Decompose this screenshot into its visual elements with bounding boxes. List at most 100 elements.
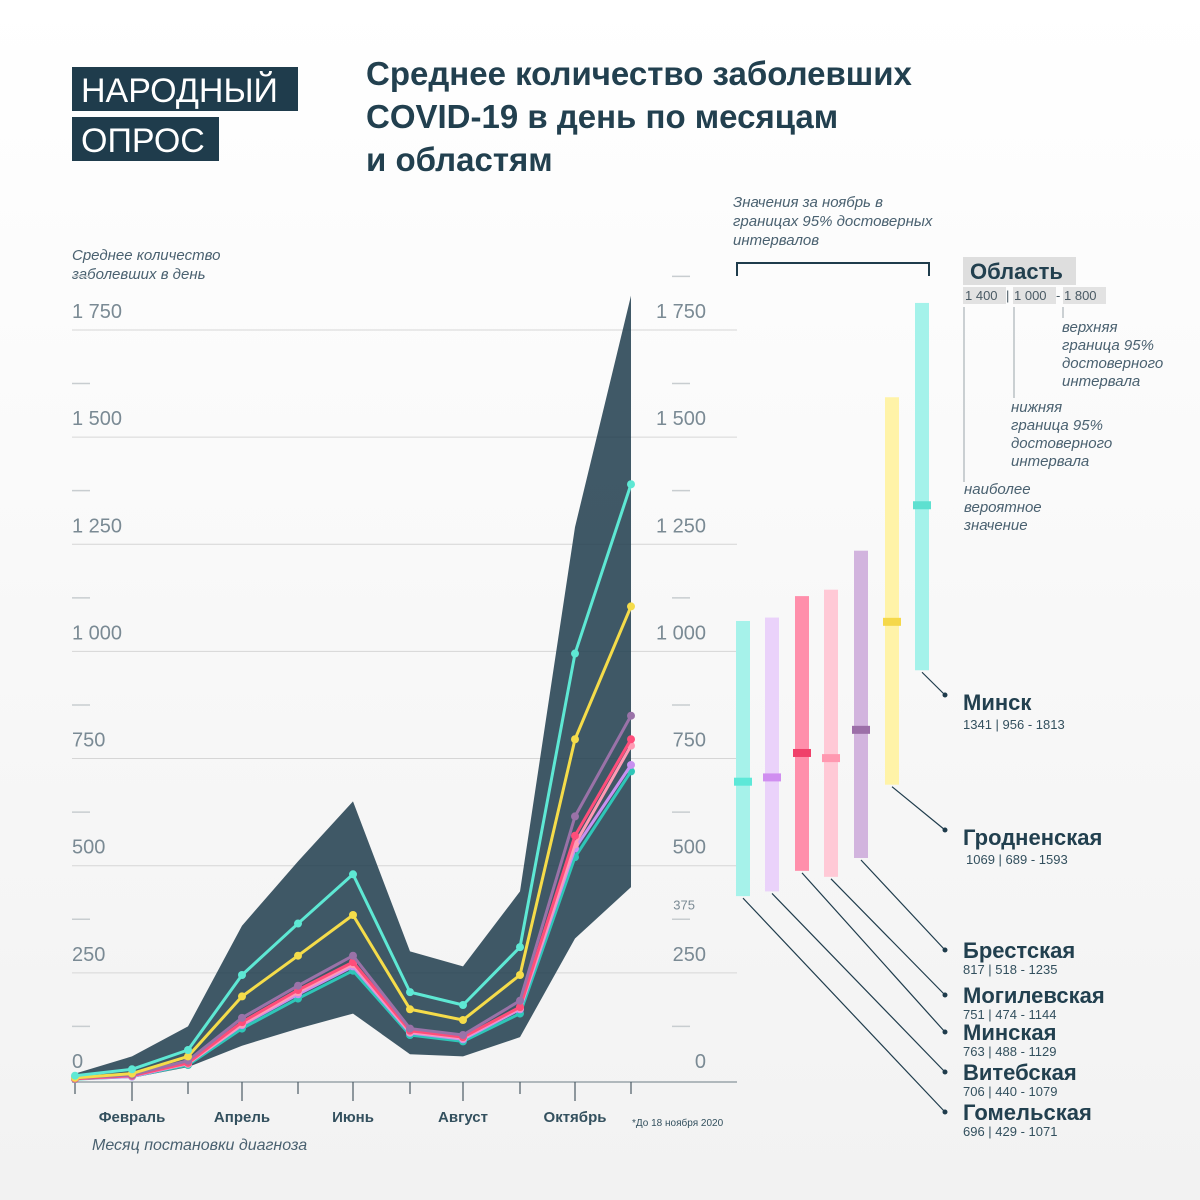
legend-sep: | (1006, 288, 1009, 303)
region-Брестская-leader-line (860, 859, 946, 951)
series-Минская-point (516, 1003, 524, 1012)
region-Минская-leader-line (801, 872, 946, 1033)
region-Витебская-leader-dot (942, 1069, 948, 1075)
legend-header-bg (963, 257, 1076, 285)
y-tick-label-375: 375 (673, 897, 695, 912)
y-tick-label-right: 750 (673, 730, 706, 752)
y-tick-label-right: 1 000 (656, 622, 706, 644)
legend-high: 1 800 (1064, 288, 1097, 303)
y-tick-label-right: 1 500 (656, 408, 706, 430)
interval-chart: Значения за ноябрь в границах 95% достове… (733, 194, 1105, 1139)
region-Гродненская-value-mark (883, 617, 901, 626)
region-Гомельская-values: 696 | 429 - 1071 (963, 1124, 1057, 1139)
region-Витебская-values: 706 | 440 - 1079 (963, 1084, 1057, 1099)
legend-value-note: наиболее (964, 481, 1031, 498)
series-Минская-point (571, 831, 579, 840)
legend-low-bg (1013, 287, 1056, 304)
footnote: *До 18 ноября 2020 (632, 1117, 724, 1129)
y-tick-label-right: 0 (695, 1051, 706, 1073)
confidence-band (75, 295, 631, 1080)
x-tick-label: Июнь (332, 1109, 374, 1126)
region-Минская-values: 763 | 488 - 1129 (963, 1044, 1057, 1059)
legend-high-note: верхняя (1062, 319, 1117, 336)
logo-line-1: НАРОДНЫЙ (81, 72, 278, 110)
legend-dash: - (1056, 288, 1060, 303)
y-axis-title-line-2: заболевших в день (71, 266, 206, 283)
region-Гомельская-interval-bar (736, 620, 750, 897)
page-title: Среднее количество заболевших COVID-19 в… (366, 55, 913, 178)
region-Гомельская-leader-dot (942, 1109, 948, 1115)
y-tick-label-right: 250 (673, 944, 706, 966)
region-Могилевская-values: 751 | 474 - 1144 (963, 1007, 1057, 1022)
series-Минск-point (627, 480, 635, 489)
interval-bracket (736, 262, 930, 276)
title-line-2: COVID-19 в день по месяцам (366, 98, 838, 135)
logo: НАРОДНЫЙ ОПРОС (72, 67, 298, 161)
series-Витебская-point (627, 760, 635, 769)
series-Брестская-point (627, 711, 635, 720)
region-Минск-interval-bar (915, 302, 929, 671)
confidence-band-area (75, 295, 631, 1080)
legend-low-note: достоверного (1011, 435, 1112, 452)
series-Минск-point (184, 1045, 192, 1054)
y-tick-label-left: 1 000 (72, 622, 122, 644)
region-Витебская-leader-line (771, 892, 946, 1073)
y-tick-label-left: 250 (72, 944, 105, 966)
series-Гродненская-point (184, 1052, 192, 1061)
legend-high-note: граница 95% (1062, 337, 1154, 354)
title-line-1: Среднее количество заболевших (366, 55, 913, 92)
region-Гродненская-leader-line (891, 786, 946, 831)
title-line-3: и областям (366, 141, 553, 178)
region-Могилевская-leader-line (830, 878, 946, 996)
series-Минская-point (627, 735, 635, 744)
x-tick-label: Август (438, 1109, 488, 1126)
series-Гродненская-point (406, 1005, 414, 1014)
interval-title-line-2: границах 95% достоверных (733, 213, 933, 230)
legend-low-note: граница 95% (1011, 417, 1103, 434)
series-Брестская-point (516, 996, 524, 1005)
region-Брестская-leader-dot (942, 947, 948, 953)
legend-low-note: нижняя (1011, 399, 1062, 416)
series-Брестская-point (406, 1024, 414, 1033)
legend-value-note: вероятное (964, 499, 1042, 516)
y-tick-label-right: 1 250 (656, 515, 706, 537)
series-Брестская-point (238, 1013, 246, 1022)
region-Брестская-value-mark (852, 725, 870, 734)
series-Гродненская-point (571, 735, 579, 744)
legend-low-note: интервала (1011, 453, 1089, 470)
region-Минская-value-mark (793, 748, 811, 757)
series-Минск-point (349, 870, 357, 879)
region-Гродненская-values: 1069 | 689 - 1593 (966, 852, 1068, 867)
region-Могилевская-name: Могилевская (963, 983, 1105, 1008)
y-tick-label-left: 500 (72, 837, 105, 859)
interval-title-line-1: Значения за ноябрь в (733, 194, 883, 211)
series-Гродненская-point (349, 910, 357, 919)
region-Минск-values: 1341 | 956 - 1813 (963, 717, 1065, 732)
series-Гродненская-point (516, 970, 524, 979)
series-Минск-point (459, 1000, 467, 1009)
region-Минск-leader-dot (942, 692, 948, 698)
series-Гродненская-point (459, 1015, 467, 1024)
series-Гродненская-point (627, 602, 635, 611)
y-tick-label-left: 0 (72, 1051, 83, 1073)
series-Гродненская-point (294, 951, 302, 960)
series-Минск-point (406, 988, 414, 997)
region-Витебская-name: Витебская (963, 1060, 1077, 1085)
logo-box-2 (72, 117, 219, 161)
series-Брестская-point (349, 951, 357, 960)
x-tick-label: Февраль (99, 1109, 166, 1126)
region-Брестская-interval-bar (854, 550, 868, 858)
logo-line-2: ОПРОС (81, 122, 205, 160)
series-Брестская-point (459, 1030, 467, 1039)
y-axis-title-line-1: Среднее количество (72, 247, 220, 264)
region-Гомельская-leader-line (742, 897, 946, 1113)
series-Минск-point (294, 919, 302, 928)
x-tick-label: Апрель (214, 1109, 270, 1126)
region-Брестская-name: Брестская (963, 938, 1075, 963)
region-Гродненская-interval-bar (885, 397, 899, 785)
y-tick-label-left: 750 (72, 730, 105, 752)
y-tick-label-right: 500 (673, 837, 706, 859)
region-Витебская-interval-bar (765, 617, 779, 892)
series-Гродненская-point (238, 992, 246, 1001)
